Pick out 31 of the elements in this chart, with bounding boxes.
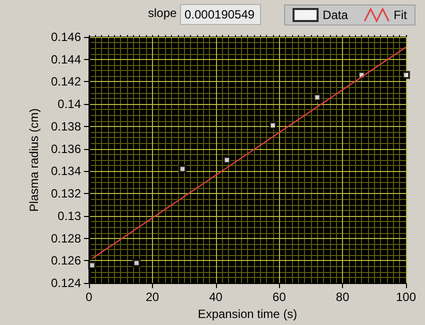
- point: [268, 121, 277, 130]
- text: slope: [148, 6, 178, 20]
- y-tick-label: 0.134: [50, 164, 82, 178]
- y-tick-label: 0.146: [50, 30, 82, 44]
- y-tick-label: 0.132: [50, 186, 82, 201]
- point: [132, 258, 141, 267]
- y-tick-label: 0.13: [58, 208, 82, 223]
- x-tick-label: 100: [396, 290, 416, 304]
- y-tick-label: 0.136: [50, 142, 82, 156]
- y-tick-label: 0.124: [50, 276, 82, 290]
- x-tick-label: 80: [336, 290, 350, 304]
- y-tick-label: 0.138: [50, 119, 82, 134]
- legend-label: Data: [322, 8, 348, 22]
- point: [222, 156, 231, 164]
- point: [313, 93, 322, 102]
- y-tick-label: 0.14: [58, 97, 82, 112]
- y-tick-label: 0.142: [50, 74, 82, 89]
- y-tick-label: 0.144: [50, 52, 82, 66]
- x-tick-label: 40: [209, 290, 223, 304]
- point: [178, 165, 187, 173]
- text: 0.000190549: [184, 8, 255, 22]
- x-axis-title: Expansion time (s): [198, 307, 298, 321]
- x-tick-label: 20: [146, 290, 160, 304]
- x-tick-label: 0: [86, 290, 93, 304]
- y-axis-title: Plasma radius (cm): [27, 108, 42, 212]
- legend-label: Fit: [394, 8, 408, 22]
- y-tick-label: 0.128: [50, 231, 82, 246]
- point: [402, 71, 410, 80]
- x-tick-label: 60: [272, 290, 286, 304]
- y-tick-label: 0.126: [50, 254, 82, 268]
- point: [88, 261, 96, 270]
